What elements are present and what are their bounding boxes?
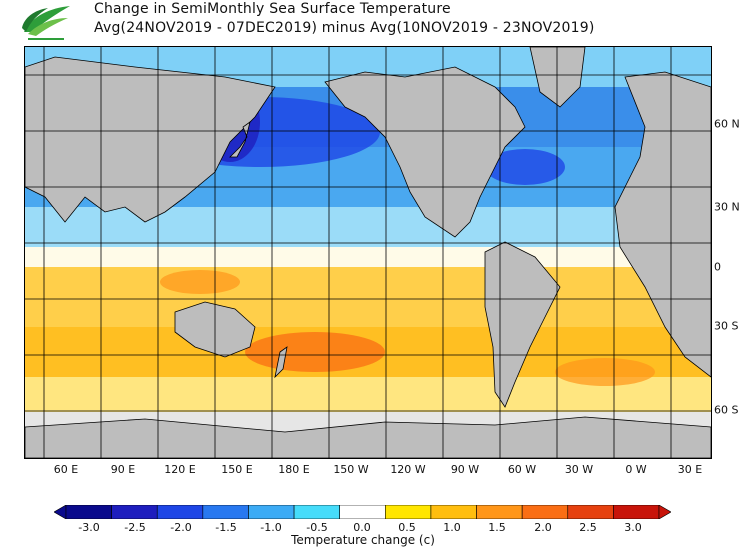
tropics-north-band [25,207,711,247]
colorbar-swatch [248,505,295,519]
colorbar-swatch [430,505,477,519]
colorbar-tick: 1.5 [488,521,506,534]
warm-anomaly-south-pacific [245,332,385,372]
agency-logo [22,6,70,40]
colorbar-tick: -1.0 [260,521,282,534]
map-canvas [25,47,711,458]
colorbar-tick: -0.5 [306,521,328,534]
lon-label: 60 W [507,463,537,476]
lon-label: 150 E [221,463,253,476]
colorbar-high-arrow [658,505,671,519]
new-zealand [274,346,288,379]
colorbar-swatch [65,505,112,519]
south-america-landmass [484,241,561,408]
colorbar-tick: 2.0 [534,521,552,534]
land-masses [25,47,711,458]
north-america-landmass [324,66,526,238]
colorbar-swatch [613,505,660,519]
south-tropics-band [25,267,711,327]
equator-band [25,247,711,267]
colorbar-swatch [567,505,614,519]
colorbar-label: Temperature change (c) [291,533,435,547]
colorbar-swatch [293,505,340,519]
lat-label: 60 N [714,117,740,131]
colorbar-swatch [521,505,569,519]
colorbar-tick: -3.0 [78,521,100,534]
warm-anomaly-indonesia [160,270,240,294]
lat-label: 30 N [714,200,740,214]
colorbar [54,505,671,519]
warm-anomaly-south-atlantic [555,358,655,386]
lon-label: 0 W [625,463,647,476]
colorbar-swatch [111,505,158,519]
lon-label: 30 E [677,463,703,476]
colorbar-tick: -2.5 [124,521,146,534]
lon-label: 150 W [333,463,369,476]
colorbar-tick: 2.5 [579,521,597,534]
colorbar-swatch [156,505,204,519]
greenland [529,47,586,108]
lon-label: 90 W [450,463,480,476]
graticule [25,47,711,458]
colorbar-tick: 3.0 [624,521,642,534]
lon-label: 30 W [564,463,594,476]
lon-label: 60 E [53,463,79,476]
colorbar-swatch [202,505,249,519]
colorbar-swatch [476,505,523,519]
lon-label: 90 E [110,463,136,476]
colorbar-tick: 0.0 [353,521,371,534]
colorbar-tick: 1.0 [443,521,461,534]
cold-anomaly-atlantic [485,149,565,185]
sst-anomaly-map [24,46,712,459]
colorbar-swatch [339,505,386,519]
lon-label: 120 W [390,463,426,476]
colorbar-tick: -1.5 [215,521,237,534]
chart-subtitle: Avg(24NOV2019 - 07DEC2019) minus Avg(10N… [94,20,595,36]
colorbar-swatches [65,505,660,519]
colorbar-swatch [385,505,432,519]
lon-label: 120 E [164,463,196,476]
chart-title: Change in SemiMonthly Sea Surface Temper… [94,1,451,17]
colorbar-low-arrow [54,505,67,519]
colorbar-tick: 0.5 [398,521,416,534]
lon-label: 180 E [278,463,310,476]
europe-africa-landmass [614,71,711,378]
lat-label: 0 [714,260,721,274]
lat-label: 30 S [714,319,739,333]
lat-label: 60 S [714,403,739,417]
colorbar-tick: -2.0 [170,521,192,534]
